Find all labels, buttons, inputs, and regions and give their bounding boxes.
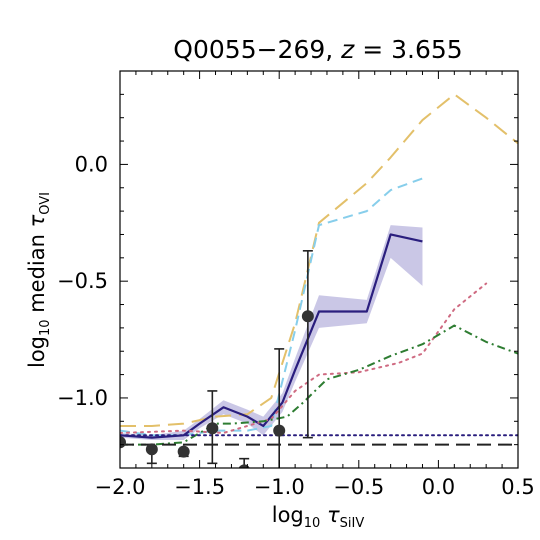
y-axis-label: log10 median τOVI xyxy=(25,192,53,368)
x-tick-label: −0.5 xyxy=(333,475,384,499)
plot-area: −2.0 −1.5 −1.0 −0.5 0.0 0.5 −1.0 −0.5 0.0 xyxy=(57,70,535,499)
x-tick-label: −1.5 xyxy=(174,475,225,499)
data-point-6 xyxy=(301,310,314,323)
y-tick-label: −1.0 xyxy=(57,386,108,410)
plot-frame xyxy=(119,70,519,469)
x-axis-label: log10 τSiIV xyxy=(272,503,365,531)
series-2-band xyxy=(120,225,423,440)
chart-title: Q0055−269, z = 3.655 xyxy=(173,35,462,64)
data-point-3 xyxy=(206,422,219,435)
x-tick-label: −2.0 xyxy=(95,475,146,499)
x-tick-label: 0.5 xyxy=(501,475,534,499)
x-tick-label: −1.0 xyxy=(254,475,305,499)
series-4-line xyxy=(120,324,518,446)
data-point-2 xyxy=(177,445,190,458)
x-tick-label: 0.0 xyxy=(422,475,455,499)
y-tick-label: 0.0 xyxy=(75,152,108,176)
y-tick-label: −0.5 xyxy=(57,269,108,293)
data-point-0 xyxy=(120,436,126,449)
data-point-1 xyxy=(145,443,158,456)
data-point-5 xyxy=(273,424,286,437)
series-0-line xyxy=(120,93,518,427)
data-point-4 xyxy=(238,464,250,468)
plot-series xyxy=(120,93,518,468)
series-2-line xyxy=(120,233,423,439)
